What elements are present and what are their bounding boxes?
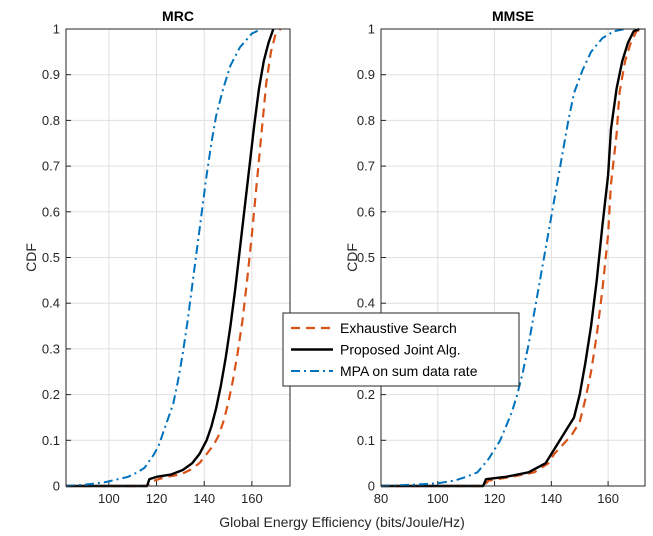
chart-1-x-tick-label: 120	[484, 491, 506, 506]
chart-0-series-proposed-joint-alg	[66, 28, 275, 488]
panel-mmse: 00.10.20.30.40.50.60.70.80.9180100120140…	[344, 8, 646, 506]
shared-x-axis-label: Global Energy Efficiency (bits/Joule/Hz)	[219, 514, 465, 530]
chart-1-title: MMSE	[492, 8, 534, 24]
chart-0-y-tick-label: 0.3	[42, 341, 60, 356]
chart-0-y-tick-label: 0.1	[42, 433, 60, 448]
chart-1-y-tick-label: 0.6	[357, 204, 375, 219]
chart-0-y-tick-label: 0.9	[42, 67, 60, 82]
chart-1-y-tick-label: 0.2	[357, 387, 375, 402]
chart-1-y-tick-label: 0.1	[357, 433, 375, 448]
legend-label-mpa-on-sum-data-rate: MPA on sum data rate	[340, 363, 478, 379]
chart-0-y-tick-label: 0.6	[42, 204, 60, 219]
chart-1-y-tick-label: 0.8	[357, 113, 375, 128]
chart-0-y-tick-label: 0.7	[42, 159, 60, 174]
chart-0-x-tick-label: 160	[241, 491, 263, 506]
chart-1-x-tick-label: 160	[597, 491, 619, 506]
chart-0-y-axis-label: CDF	[23, 243, 39, 272]
chart-0-series-mpa-on-sum-data-rate	[65, 28, 262, 487]
chart-1-y-tick-label: 0.4	[357, 296, 375, 311]
chart-1-series-mpa-on-sum-data-rate	[380, 28, 626, 487]
chart-1-y-axis-label: CDF	[344, 243, 360, 272]
chart-0-y-tick-label: 0	[53, 479, 60, 494]
chart-1-series-exhaustive-search	[381, 27, 643, 488]
chart-0-y-tick-label: 0.5	[42, 250, 60, 265]
chart-1-y-tick-label: 0.7	[357, 159, 375, 174]
chart-0-title: MRC	[162, 8, 194, 24]
chart-0-y-tick-label: 1	[53, 22, 60, 37]
chart-0-x-tick-label: 120	[146, 491, 168, 506]
chart-1-y-tick-label: 0.5	[357, 250, 375, 265]
chart-1-y-tick-label: 0.9	[357, 67, 375, 82]
legend-label-exhaustive-search: Exhaustive Search	[340, 320, 457, 336]
chart-0-y-tick-label: 0.2	[42, 387, 60, 402]
chart-1-x-tick-label: 100	[427, 491, 449, 506]
chart-0-y-tick-label: 0.8	[42, 113, 60, 128]
chart-0-axes-frame	[65, 28, 291, 487]
chart-1-y-tick-label: 1	[368, 22, 375, 37]
chart-1-x-tick-label: 80	[374, 491, 388, 506]
chart-1-x-tick-label: 140	[540, 491, 562, 506]
legend: Exhaustive Search Proposed Joint Alg. MPA …	[282, 312, 520, 387]
chart-1-y-tick-label: 0	[368, 479, 375, 494]
chart-0-series-exhaustive-search	[66, 28, 282, 488]
chart-1-series-proposed-joint-alg	[381, 27, 640, 488]
chart-0-x-tick-label: 140	[193, 491, 215, 506]
panel-mrc: 0 0.1 0.2 0.3 0.4 0.5 0.6 0.7 0.8 0.9 1 100 120 140 16…	[23, 8, 291, 506]
chart-0-x-tick-label: 100	[98, 491, 120, 506]
chart-0-y-tick-label: 0.4	[42, 296, 60, 311]
legend-label-proposed-joint-alg: Proposed Joint Alg.	[340, 342, 461, 358]
chart-1-axes-frame	[380, 28, 646, 487]
